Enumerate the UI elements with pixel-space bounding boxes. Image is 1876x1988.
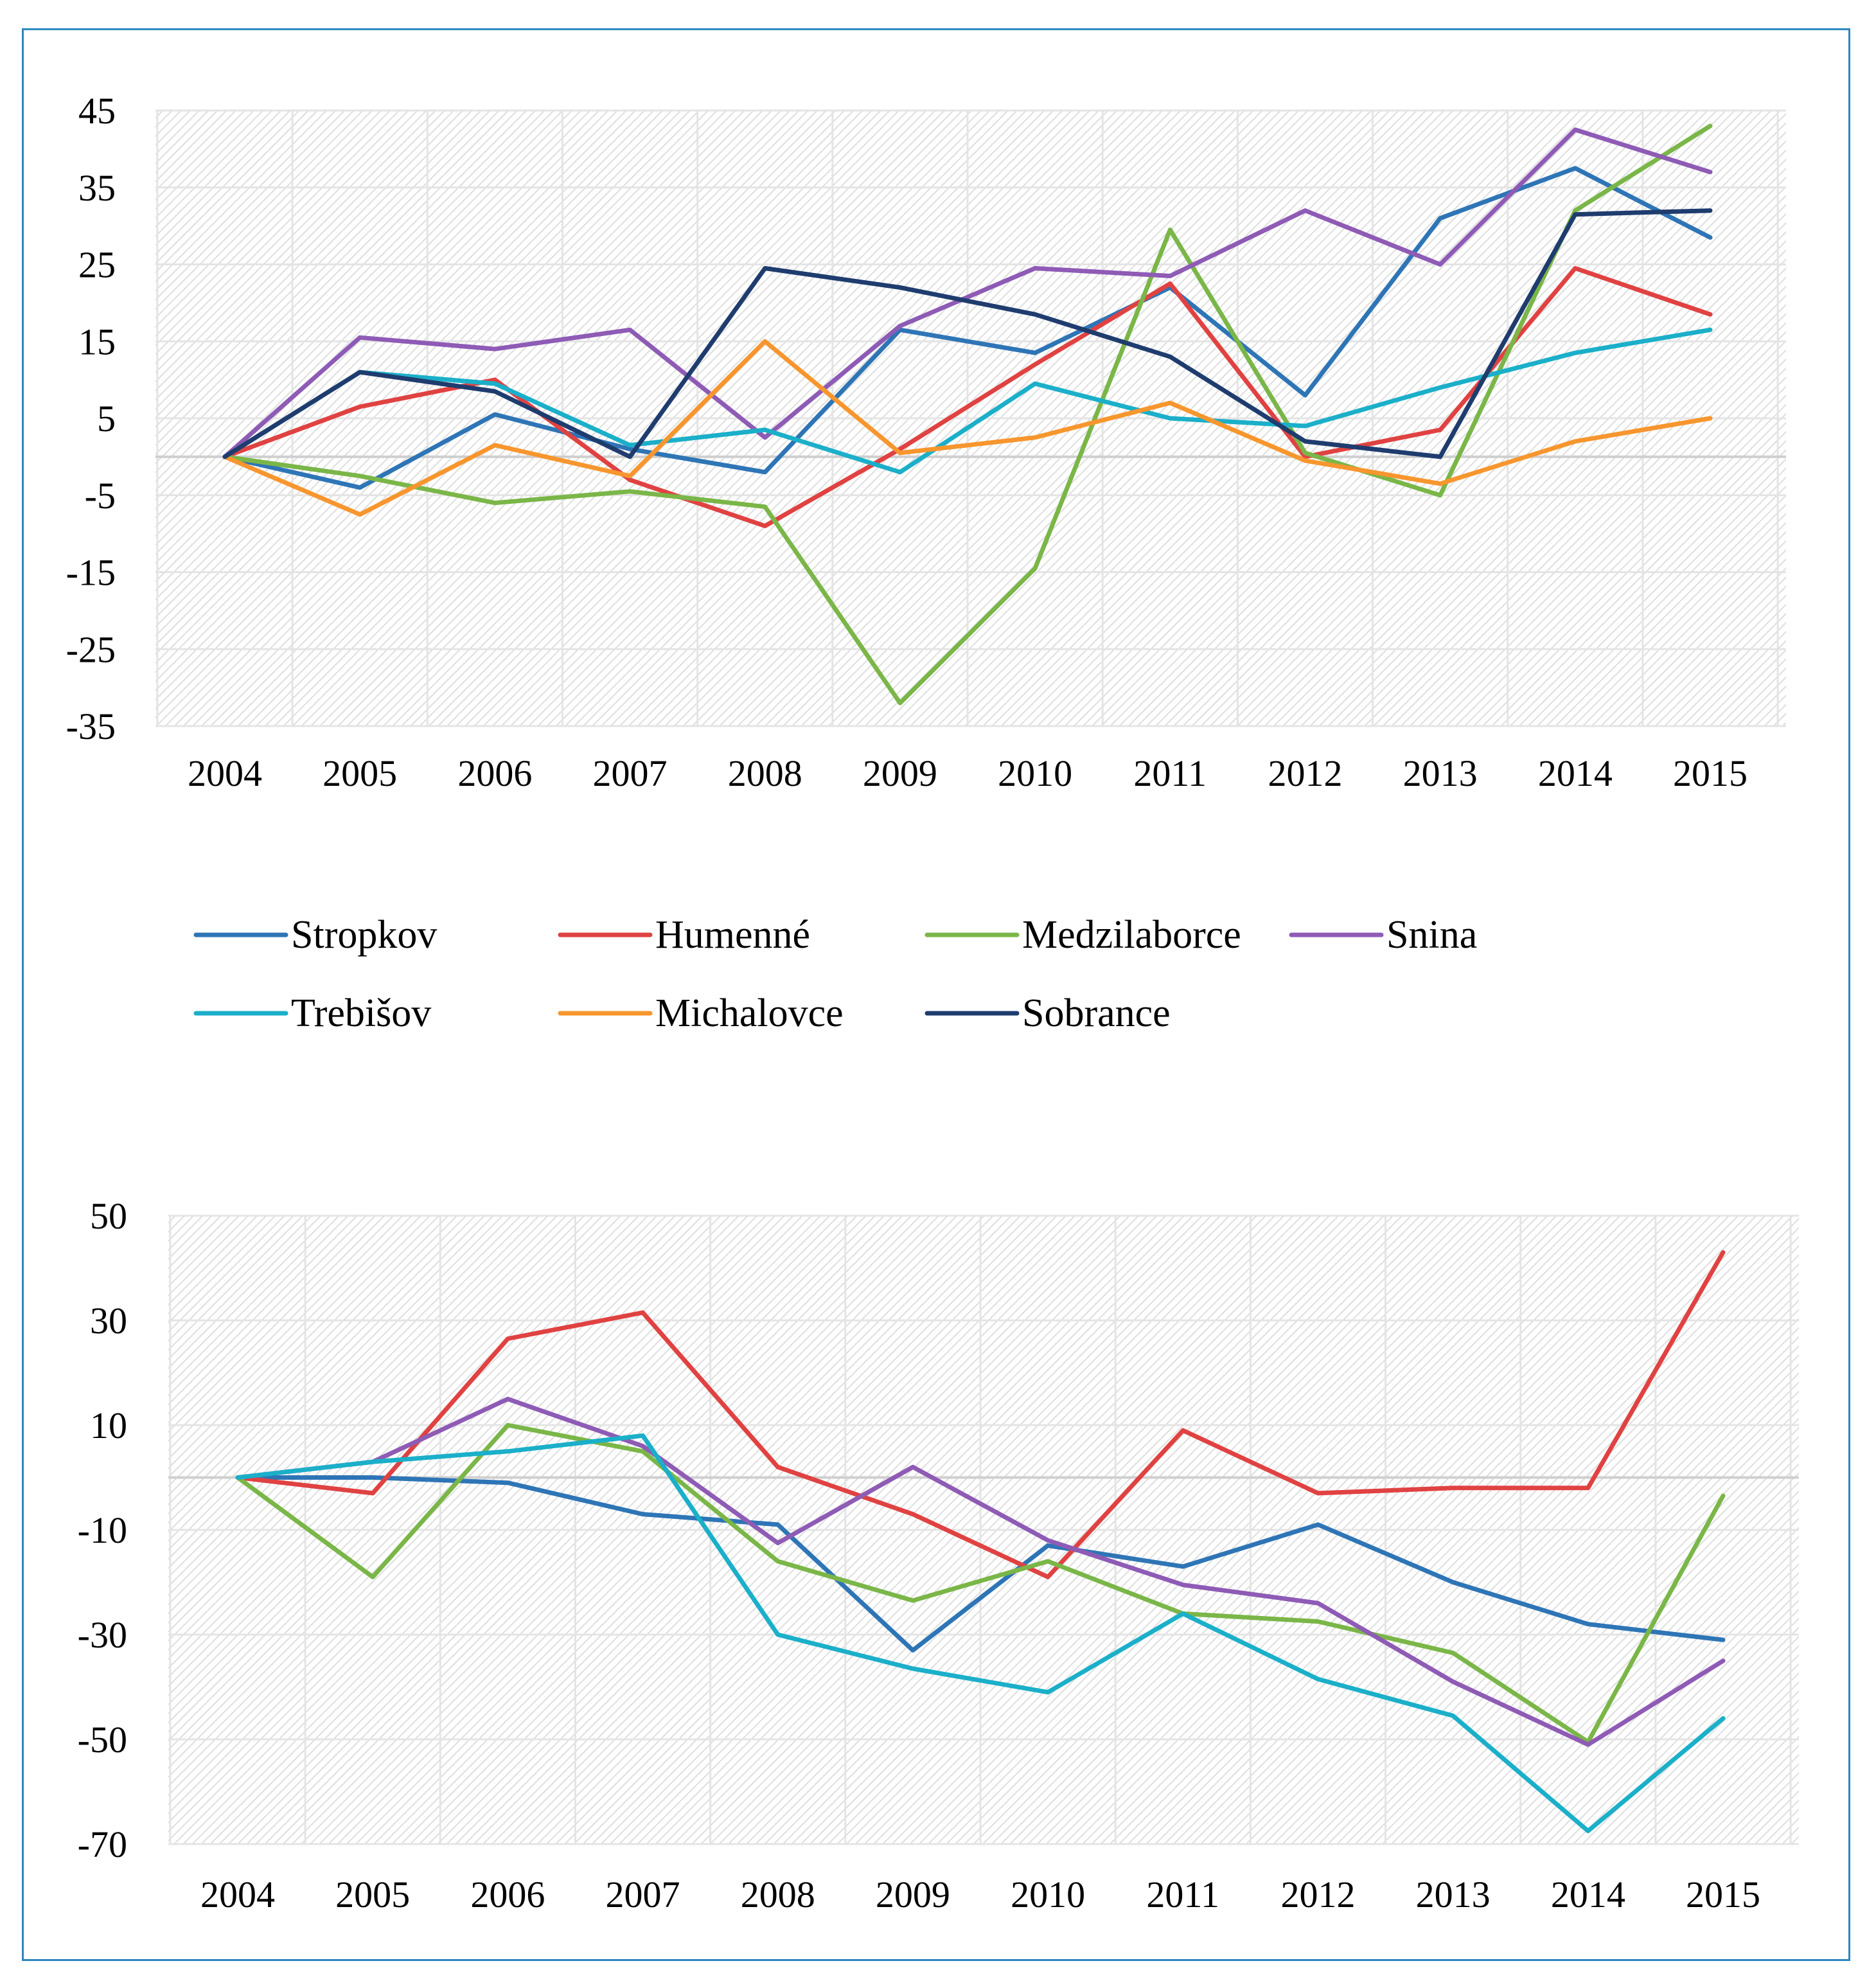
x-tick-label: 2011 (1146, 1874, 1219, 1915)
x-tick-label: 2014 (1551, 1874, 1625, 1915)
x-tick-label: 2014 (1538, 752, 1613, 794)
legend-item-trebisov: Trebišov (193, 991, 431, 1035)
y-tick-label: -25 (66, 628, 116, 670)
series-line-snina (222, 127, 1713, 459)
x-tick-label: 2012 (1268, 752, 1342, 794)
y-tick-label: 25 (78, 244, 116, 286)
y-tick-label: 50 (90, 1195, 127, 1237)
legend-item-sobrance: Sobrance (925, 991, 1171, 1035)
legend-label: Stropkov (291, 913, 437, 957)
legend-item-humenne: Humenné (558, 913, 810, 957)
y-tick-label: -50 (78, 1719, 127, 1761)
x-tick-label: 2012 (1280, 1874, 1355, 1915)
x-tick-label: 2006 (470, 1874, 545, 1915)
y-tick-label: 5 (97, 398, 116, 439)
series-line-snina (235, 1396, 1726, 1747)
y-tick-label: -30 (78, 1614, 127, 1656)
x-tick-label: 2004 (188, 752, 262, 794)
y-tick-label: -70 (78, 1824, 127, 1865)
series-line-humenne (235, 1250, 1726, 1579)
chart-top: 45 35 25 15 5 -5 -15 -25 -35 2004 2005 2006 2007 2008… (66, 90, 1786, 794)
legend-label: Snina (1386, 913, 1477, 957)
legend-item-michalovce: Michalovce (558, 991, 844, 1035)
x-tick-label: 2011 (1133, 752, 1207, 794)
chart-bottom: 50 30 10 -10 -30 -50 -70 2004 2005 2006 2007 2008 20… (78, 1195, 1799, 1915)
y-tick-label: 35 (78, 167, 116, 209)
legend-item-medzilaborce: Medzilaborce (925, 913, 1241, 957)
y-tick-label: -15 (66, 552, 116, 594)
x-tick-label: 2010 (1011, 1874, 1085, 1915)
series-line-trebisov (222, 327, 1713, 475)
y-tick-label: -5 (85, 475, 116, 517)
x-tick-label: 2015 (1686, 1874, 1760, 1915)
x-tick-label: 2010 (998, 752, 1072, 794)
series-line-sobrance (222, 208, 1713, 459)
legend-label: Medzilaborce (1022, 913, 1241, 957)
legend-item-snina: Snina (1289, 913, 1477, 957)
series-line-humenne (222, 266, 1713, 529)
legend-item-stropkov: Stropkov (193, 913, 437, 957)
legend-label: Humenné (655, 913, 810, 957)
legend-label: Sobrance (1022, 991, 1171, 1035)
y-tick-label: -10 (78, 1509, 127, 1551)
series-line-trebisov (235, 1433, 1726, 1834)
x-tick-label: 2004 (200, 1874, 275, 1915)
y-tick-label: 15 (78, 321, 116, 362)
x-tick-label: 2013 (1416, 1874, 1491, 1915)
y-tick-label: 30 (90, 1300, 127, 1342)
x-tick-label: 2005 (323, 752, 397, 794)
series-line-stropkov (235, 1475, 1726, 1653)
series-line-medzilaborce (235, 1423, 1726, 1744)
x-tick-label: 2007 (606, 1874, 680, 1915)
legend-label: Michalovce (655, 991, 844, 1035)
x-tick-label: 2009 (876, 1874, 950, 1915)
figure-frame (22, 28, 1850, 1961)
x-tick-label: 2013 (1403, 752, 1478, 794)
series-line-medzilaborce (222, 123, 1713, 706)
x-tick-label: 2015 (1673, 752, 1748, 794)
x-tick-label: 2008 (741, 1874, 815, 1915)
series-line-michalovce (222, 339, 1713, 517)
legend-label: Trebišov (291, 991, 431, 1035)
x-tick-label: 2007 (593, 752, 668, 794)
y-tick-label: 45 (78, 90, 116, 132)
x-tick-label: 2005 (335, 1874, 410, 1915)
y-tick-label: -35 (66, 706, 116, 747)
x-tick-label: 2006 (457, 752, 532, 794)
series-line-stropkov (222, 166, 1713, 490)
x-tick-label: 2008 (728, 752, 802, 794)
x-tick-label: 2009 (863, 752, 937, 794)
legend: Stropkov Humenné Medzilaborce Snina Trebišov… (193, 913, 1477, 1035)
y-tick-label: 10 (90, 1405, 127, 1446)
